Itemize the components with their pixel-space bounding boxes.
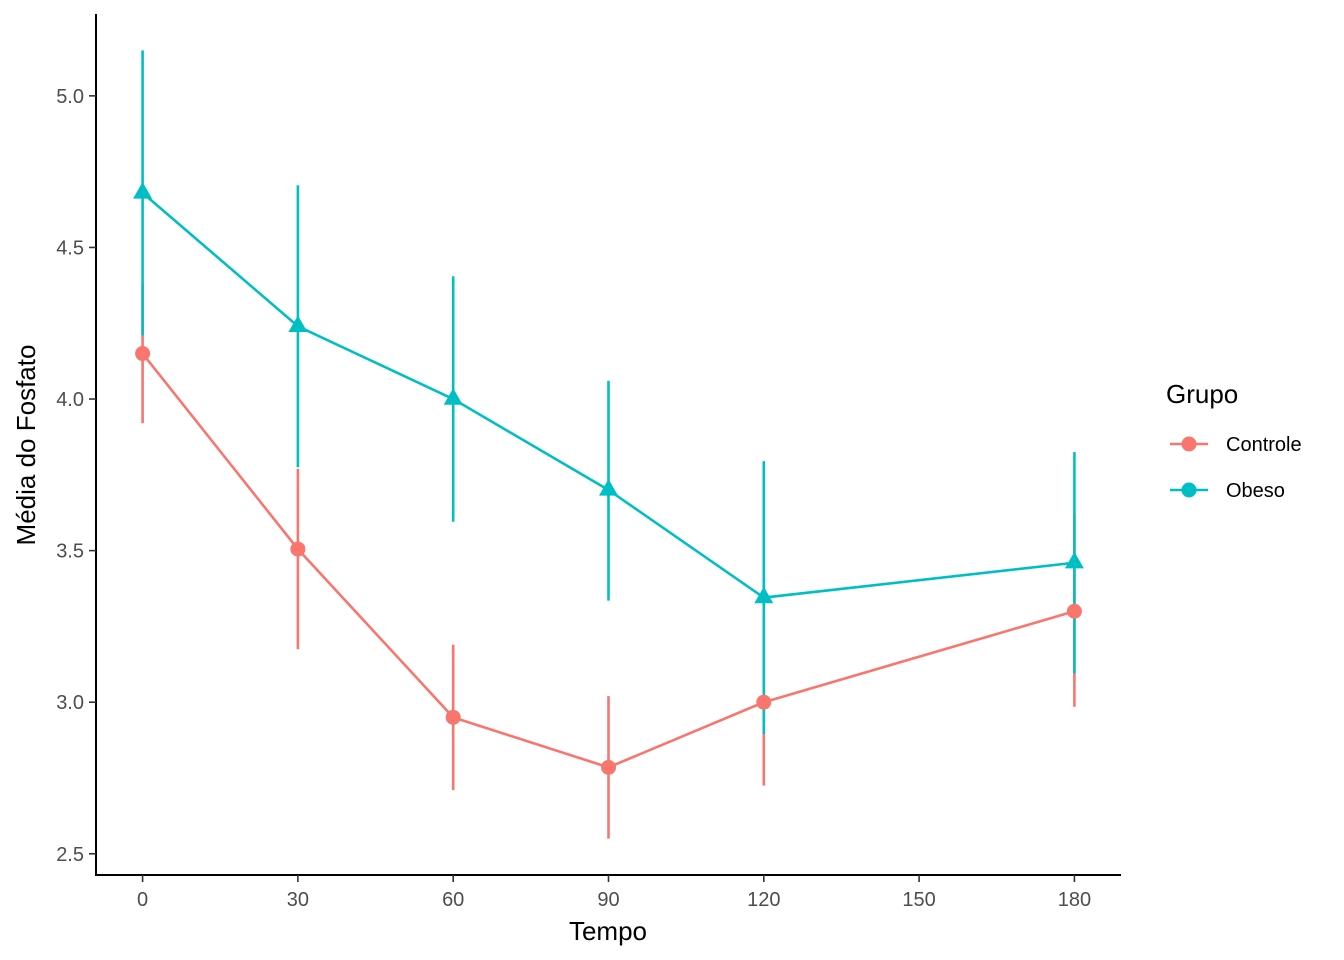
x-axis-title: Tempo <box>569 916 647 946</box>
y-tick-label: 4.5 <box>56 237 84 259</box>
y-tick-label: 4.0 <box>56 389 84 411</box>
legend-label-obeso: Obeso <box>1226 480 1285 502</box>
data-point-obeso <box>443 388 463 405</box>
data-point-controle <box>290 541 306 557</box>
y-tick-label: 2.5 <box>56 844 84 866</box>
series-line-controle <box>141 352 1075 769</box>
data-point-obeso <box>133 181 153 199</box>
legend: Grupo Controle Obeso <box>1166 379 1302 502</box>
data-point-obeso <box>288 315 308 332</box>
y-tick-label: 3.5 <box>56 541 84 563</box>
data-point-controle <box>601 759 616 775</box>
data-point-controle <box>1066 603 1082 619</box>
x-tick-label: 30 <box>287 889 309 911</box>
series-line-obeso <box>141 191 1075 599</box>
legend-label-controle: Controle <box>1226 434 1302 456</box>
plot-area <box>133 50 1084 839</box>
x-tick-label: 180 <box>1058 889 1091 911</box>
legend-title: Grupo <box>1166 379 1238 409</box>
data-point-obeso <box>754 586 774 604</box>
x-tick-label: 120 <box>747 889 780 911</box>
axes: 0 30 60 90 120 150 180 2.5 3.0 3.5 4.0 4.5 5.0 <box>56 14 1121 911</box>
x-tick-label: 0 <box>137 889 148 911</box>
legend-key-marker-obeso <box>1181 482 1197 498</box>
data-point-controle <box>756 694 772 710</box>
data-point-obeso <box>1064 551 1084 569</box>
x-tick-label: 60 <box>442 889 464 911</box>
x-tick-label: 90 <box>597 889 619 911</box>
x-tick-label: 150 <box>902 889 935 911</box>
y-tick-label: 3.0 <box>56 692 84 714</box>
data-point-controle <box>445 709 461 725</box>
data-point-obeso <box>599 479 618 496</box>
data-point-controle <box>135 346 151 362</box>
y-axis-title: Média do Fosfato <box>11 345 41 546</box>
legend-key-marker-controle <box>1181 436 1197 452</box>
y-tick-label: 5.0 <box>56 86 84 108</box>
